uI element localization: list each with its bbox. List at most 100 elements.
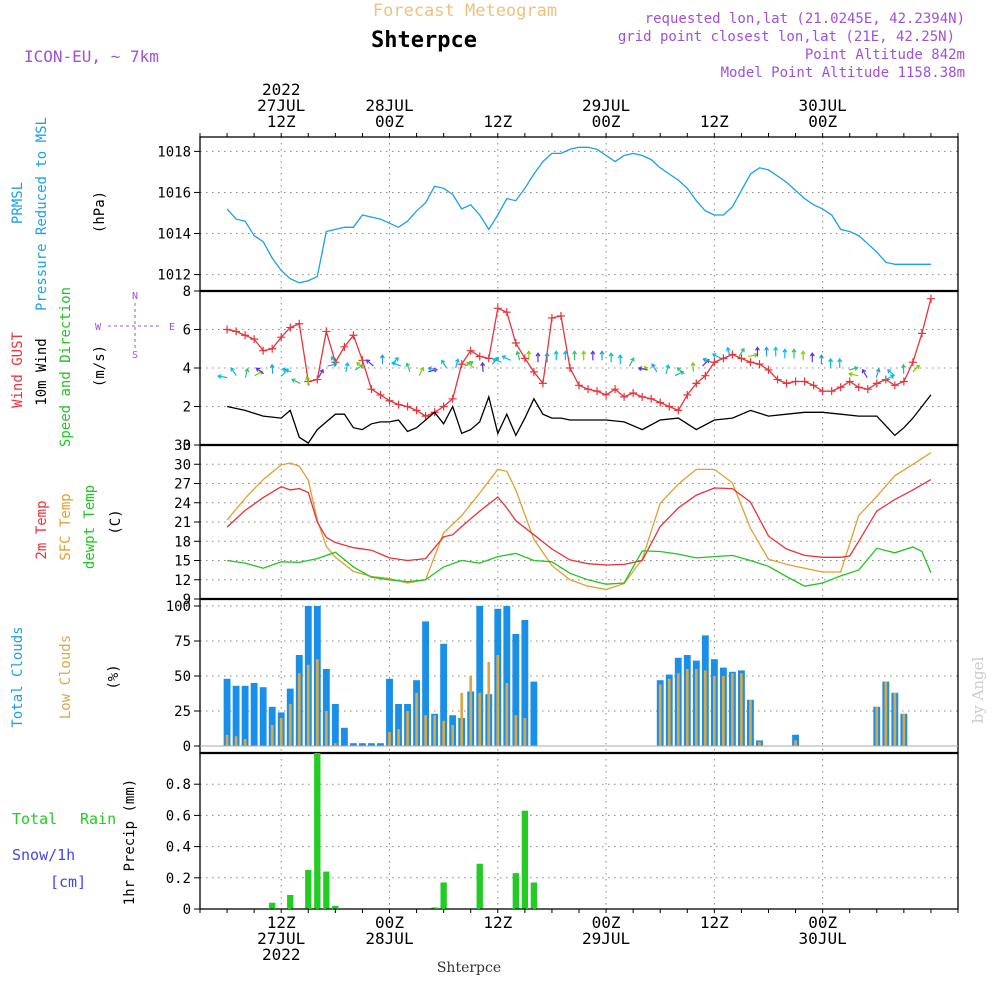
precip-bar: [314, 753, 321, 909]
wind-direction-arrowhead: [590, 350, 596, 355]
wind-gust-marker: [358, 356, 367, 365]
wind-gust-marker: [466, 346, 475, 355]
wind-gust-marker: [403, 402, 412, 411]
panel-5: 0 0.2 0.4 0.6 0.8: [166, 752, 959, 918]
wind-direction-arrowhead: [782, 348, 788, 353]
wind-direction-arrowhead: [828, 357, 834, 363]
total-clouds-bar: [422, 621, 430, 746]
wind-direction-arrow: [727, 347, 731, 357]
y-tick-label: 1016: [157, 185, 191, 201]
low-clouds-bar: [460, 692, 464, 746]
grid-point-coords: grid point closest lon,lat (21E, 42.25N): [618, 29, 955, 45]
wind-direction-arrow: [356, 362, 365, 369]
low-clouds-bar: [243, 739, 247, 746]
wind-direction-arrow: [491, 357, 499, 365]
low-clouds-bar: [722, 676, 725, 746]
wind-gust-marker: [836, 383, 845, 392]
wind-direction-arrowhead: [230, 367, 235, 372]
wind-direction-arrowhead: [809, 352, 815, 357]
time-label-bottom: 12Z: [483, 913, 512, 932]
time-label-bottom: 00Z: [592, 913, 621, 932]
wind-direction-arrowhead: [617, 354, 623, 359]
y-tick-label: 25: [174, 704, 191, 720]
low-clouds-bar: [388, 732, 391, 746]
wind-direction-arrowhead: [676, 367, 681, 372]
wind-direction-arrowhead: [562, 350, 568, 355]
model-altitude: Model Point Altitude 1158.38m: [721, 65, 965, 81]
y-tick-label: 30: [174, 457, 191, 473]
low-clouds-bar: [415, 692, 418, 746]
total-clouds-bar: [377, 743, 384, 746]
wind-direction-arrow: [912, 365, 920, 373]
wind-direction-arrow: [256, 367, 265, 375]
low-clouds-bar: [758, 741, 761, 746]
wind-gust-marker: [863, 385, 872, 394]
compass-east: E: [169, 322, 175, 333]
wind-direction-arrowhead: [319, 368, 324, 374]
low-clouds-bar: [523, 718, 527, 746]
low-clouds-bar: [225, 734, 229, 746]
wind-direction-arrow: [271, 364, 274, 374]
y-tick-label: 1014: [157, 227, 191, 243]
wind-gust-marker: [665, 402, 674, 411]
total-clouds-bar: [259, 687, 267, 746]
wind-gust-marker: [241, 331, 250, 340]
wind-gust-marker: [538, 379, 547, 388]
total-clouds-bar: [512, 634, 520, 746]
wind-direction-arrowhead: [764, 346, 770, 351]
sfc-temp-line: [226, 452, 932, 591]
wind-direction-arrowhead: [630, 357, 635, 362]
precip-bar: [512, 873, 519, 909]
wind-gust-marker: [484, 354, 493, 363]
wind-direction-arrow: [392, 362, 402, 367]
wind-gust-label: Wind GUST: [10, 332, 26, 408]
total-clouds-bar: [386, 678, 393, 746]
wind-gust-marker: [638, 392, 647, 401]
wind-direction-arrow: [712, 353, 722, 359]
low-clouds-bar: [270, 725, 274, 746]
wind-gust-marker: [926, 294, 935, 303]
low-clouds-bar: [685, 669, 689, 746]
compass-south: S: [132, 350, 138, 361]
wind-gust-marker: [295, 319, 304, 328]
total-clouds-bar: [331, 704, 339, 746]
low-clouds-bar: [676, 673, 680, 746]
total-clouds-bar: [395, 704, 402, 746]
low-clouds-bar: [469, 676, 473, 746]
wind-gust-marker: [565, 364, 574, 372]
wind-direction-arrowhead: [305, 375, 310, 381]
wind-direction-arrowhead: [665, 364, 671, 369]
compass-north: N: [132, 291, 138, 302]
wind-gust-marker: [502, 308, 511, 317]
wind-gust-marker: [854, 383, 863, 392]
wind-gust-marker: [439, 402, 448, 411]
compass-rose: N S W E: [95, 291, 175, 361]
low-clouds-bar: [496, 655, 500, 746]
wind-gust-marker: [313, 375, 322, 384]
low-clouds-bar: [306, 664, 310, 746]
low-clouds-bar: [667, 678, 671, 746]
location-title: Shterpce: [371, 28, 477, 53]
wind-direction-arrow: [366, 359, 374, 367]
y-tick-label: 0: [183, 902, 191, 918]
clouds-unit: (%): [106, 664, 122, 689]
wind-direction-arrowhead: [651, 363, 656, 368]
y-tick-label: 100: [166, 599, 191, 615]
wind-direction-arrow: [481, 362, 484, 372]
wind-gust-marker: [349, 331, 358, 340]
precip-bar: [440, 882, 447, 909]
total-clouds-bar: [340, 727, 348, 746]
model-name: ICON-EU, ~ 7km: [24, 47, 159, 66]
wind-direction-arrow: [455, 359, 459, 369]
wind-direction-arrow: [492, 358, 502, 363]
total-clouds-bar: [241, 685, 249, 746]
wind-direction-arrow: [628, 357, 635, 367]
wind-gust-marker: [647, 394, 656, 403]
snow-label: Snow/1h: [12, 846, 75, 864]
wind-gust-marker: [764, 365, 773, 374]
wind-direction-arrowhead: [837, 357, 843, 363]
wind-gust-marker: [259, 346, 268, 355]
wind-direction-arrowhead: [581, 350, 587, 355]
wind-direction-arrowhead: [818, 354, 824, 359]
